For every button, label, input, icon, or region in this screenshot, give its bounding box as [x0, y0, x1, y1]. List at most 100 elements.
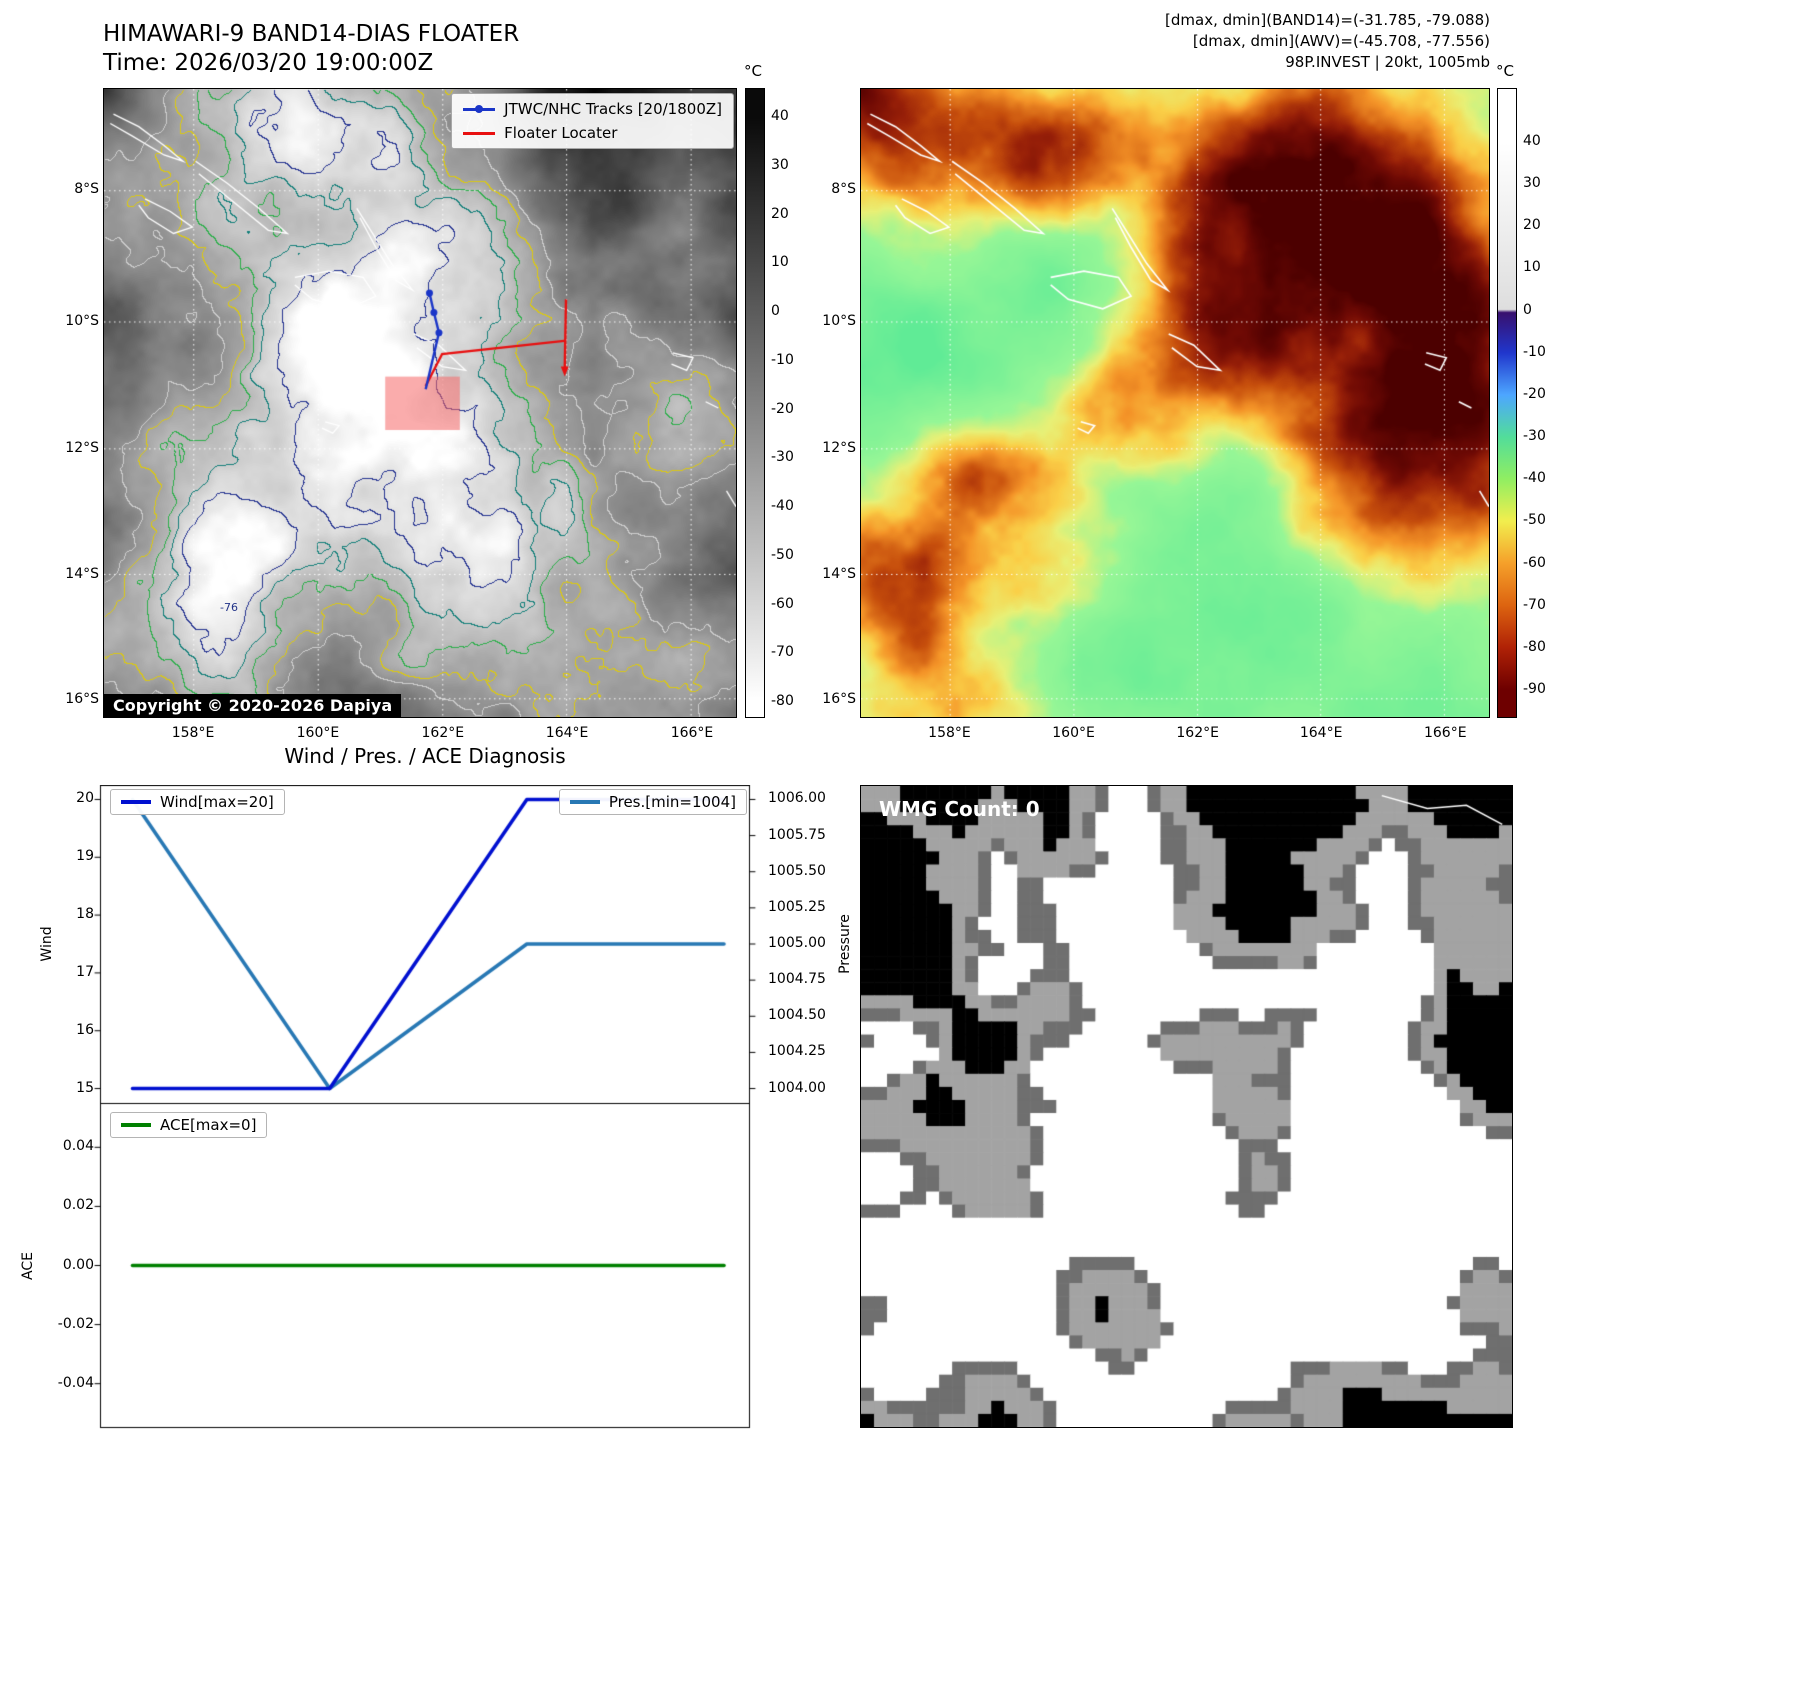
band14-lon-tick: 166°E: [670, 725, 714, 741]
band14-map-legend: JTWC/NHC Tracks [20/1800Z] Floater Locat…: [451, 93, 734, 149]
band14-colorbar: [745, 88, 765, 718]
band14-colorbar-unit: °C: [744, 62, 762, 80]
band14-colorbar-tick: 10: [771, 254, 789, 271]
awv-lon-tick: 166°E: [1423, 725, 1467, 741]
track-legend-label: JTWC/NHC Tracks [20/1800Z]: [504, 100, 722, 118]
ace-tick: -0.04: [57, 1374, 94, 1391]
pressure-tick: 1004.25: [768, 1043, 826, 1060]
wind-tick: 16: [76, 1021, 94, 1038]
wind-tick: 20: [76, 790, 94, 807]
band14-lon-tick: 164°E: [545, 725, 589, 741]
ace-legend-label: ACE[max=0]: [160, 1116, 257, 1134]
band14-lat-tick: 8°S: [74, 181, 99, 198]
awv-colorbar-tick: 40: [1523, 133, 1541, 149]
wind-tick: 19: [76, 848, 94, 865]
awv-lon-tick: 160°E: [1052, 725, 1095, 741]
awv-satellite-canvas: [861, 89, 1489, 717]
awv-header-block: [dmax, dmin](BAND14)=(-31.785, -79.088) …: [900, 10, 1490, 73]
wind-axis-label: Wind: [39, 926, 55, 962]
wmg-grid-canvas: [861, 786, 1512, 1427]
band14-colorbar-tick: -50: [771, 546, 794, 563]
awv-colorbar-unit: °C: [1496, 62, 1514, 80]
band14-lon-tick: 160°E: [296, 725, 340, 741]
pressure-axis-label: Pressure: [837, 914, 853, 974]
wmg-count-label: WMG Count: 0: [879, 797, 1040, 821]
awv-colorbar-tick: -70: [1523, 596, 1546, 613]
pressure-tick: 1004.75: [768, 971, 826, 988]
wind-tick: 17: [76, 963, 94, 980]
wind-tick: 15: [76, 1079, 94, 1096]
floater-legend-row: Floater Locater: [463, 124, 722, 142]
band14-colorbar-tick: 0: [771, 303, 780, 319]
band14-lon-tick: 162°E: [421, 725, 465, 741]
awv-colorbar-tick: -90: [1523, 681, 1546, 697]
wind-line-sample: [121, 800, 151, 804]
band14-colorbar-tick: -40: [771, 498, 794, 514]
ace-tick: -0.02: [57, 1315, 94, 1332]
awv-lat-tick: 10°S: [822, 312, 856, 329]
pressure-line-sample: [569, 800, 600, 804]
pressure-tick: 1005.75: [768, 826, 826, 843]
band14-colorbar-tick: -10: [771, 351, 794, 368]
pressure-tick: 1005.50: [768, 862, 826, 879]
awv-header-band14-stats: [dmax, dmin](BAND14)=(-31.785, -79.088): [1165, 11, 1490, 29]
band14-lon-tick: 158°E: [171, 725, 215, 741]
awv-lon-tick: 162°E: [1176, 725, 1219, 741]
awv-colorbar-tick: -40: [1523, 470, 1546, 487]
wind-legend-label: Wind[max=20]: [160, 793, 274, 811]
awv-lat-tick: 12°S: [822, 439, 856, 456]
band14-colorbar-tick: -80: [771, 693, 794, 709]
band14-min-annotation: -76: [220, 601, 238, 614]
track-marker-dot: [475, 105, 484, 113]
track-line-sample: [463, 105, 496, 113]
ace-tick: 0.02: [62, 1197, 94, 1214]
band14-time-subtitle: Time: 2026/03/20 19:00:00Z: [103, 50, 434, 76]
pressure-tick: 1004.50: [768, 1007, 826, 1024]
band14-colorbar-tick: 30: [771, 156, 789, 173]
floater-legend-label: Floater Locater: [504, 124, 618, 142]
awv-map-panel: [860, 88, 1490, 718]
copyright-label: Copyright © 2020-2026 Dapiya: [104, 694, 402, 717]
awv-colorbar-tick: 20: [1523, 217, 1541, 234]
awv-header-invest-label: 98P.INVEST | 20kt, 1005mb: [1285, 53, 1490, 71]
ace-tick: 0.04: [62, 1138, 94, 1155]
band14-lat-tick: 14°S: [65, 565, 99, 582]
ace-line-sample: [121, 1123, 151, 1127]
band14-lat-tick: 12°S: [65, 439, 99, 456]
pressure-tick: 1006.00: [768, 790, 826, 807]
wind-legend: Wind[max=20]: [110, 789, 285, 815]
awv-colorbar-tick: -50: [1523, 512, 1546, 529]
band14-colorbar-tick: 20: [771, 205, 789, 222]
awv-lat-tick: 14°S: [822, 565, 856, 582]
ace-tick: 0.00: [62, 1256, 94, 1273]
awv-colorbar-tick: -10: [1523, 343, 1546, 360]
band14-colorbar-tick: 40: [771, 108, 789, 124]
diagnosis-title: Wind / Pres. / ACE Diagnosis: [284, 744, 566, 768]
band14-title: HIMAWARI-9 BAND14-DIAS FLOATER: [103, 21, 520, 47]
band14-satellite-canvas: [104, 89, 736, 717]
awv-colorbar-tick: -60: [1523, 554, 1546, 571]
awv-colorbar-tick: -30: [1523, 428, 1546, 445]
awv-lon-tick: 158°E: [928, 725, 971, 741]
awv-colorbar-tick: -20: [1523, 385, 1546, 402]
awv-colorbar-tick: 10: [1523, 259, 1541, 276]
ace-legend: ACE[max=0]: [110, 1112, 268, 1138]
pressure-tick: 1005.25: [768, 898, 826, 915]
band14-colorbar-tick: -30: [771, 449, 794, 466]
track-legend-row: JTWC/NHC Tracks [20/1800Z]: [463, 100, 722, 118]
wmg-map-panel: WMG Count: 0: [860, 785, 1513, 1428]
wind-tick: 18: [76, 906, 94, 923]
awv-colorbar: [1497, 88, 1517, 718]
awv-colorbar-tick: 30: [1523, 175, 1541, 192]
band14-colorbar-tick: -60: [771, 595, 794, 612]
diagnosis-chart-canvas: [90, 785, 762, 1435]
band14-lat-tick: 10°S: [65, 312, 99, 329]
awv-lon-tick: 164°E: [1299, 725, 1343, 741]
band14-colorbar-tick: -20: [771, 400, 794, 417]
awv-lat-tick: 8°S: [831, 181, 856, 198]
pressure-legend-label: Pres.[min=1004]: [608, 793, 736, 811]
awv-colorbar-tick: 0: [1523, 301, 1532, 318]
band14-map-panel: JTWC/NHC Tracks [20/1800Z] Floater Locat…: [103, 88, 737, 718]
floater-line-sample: [463, 131, 496, 135]
band14-colorbar-tick: -70: [771, 644, 794, 661]
